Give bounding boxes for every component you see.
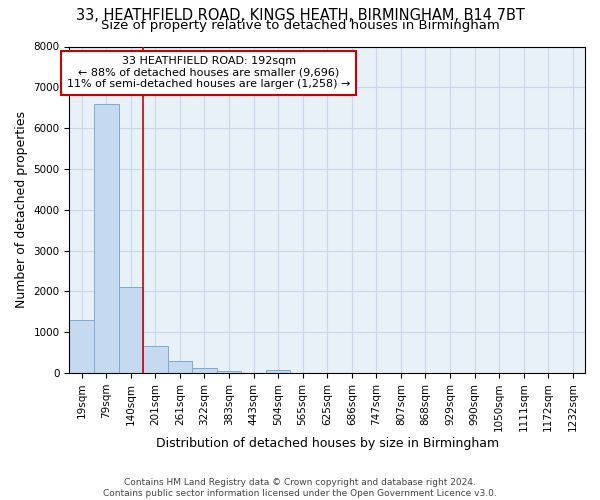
Bar [70,320,94,373]
Bar [266,370,290,373]
Bar [217,370,241,373]
Bar [94,104,119,373]
Bar [143,346,167,373]
Bar [167,360,192,373]
X-axis label: Distribution of detached houses by size in Birmingham: Distribution of detached houses by size … [155,437,499,450]
Text: Size of property relative to detached houses in Birmingham: Size of property relative to detached ho… [101,18,499,32]
Text: 33 HEATHFIELD ROAD: 192sqm
← 88% of detached houses are smaller (9,696)
11% of s: 33 HEATHFIELD ROAD: 192sqm ← 88% of deta… [67,56,350,90]
Bar [192,368,217,373]
Y-axis label: Number of detached properties: Number of detached properties [15,111,28,308]
Text: 33, HEATHFIELD ROAD, KINGS HEATH, BIRMINGHAM, B14 7BT: 33, HEATHFIELD ROAD, KINGS HEATH, BIRMIN… [76,8,524,22]
Bar [119,288,143,373]
Text: Contains HM Land Registry data © Crown copyright and database right 2024.
Contai: Contains HM Land Registry data © Crown c… [103,478,497,498]
